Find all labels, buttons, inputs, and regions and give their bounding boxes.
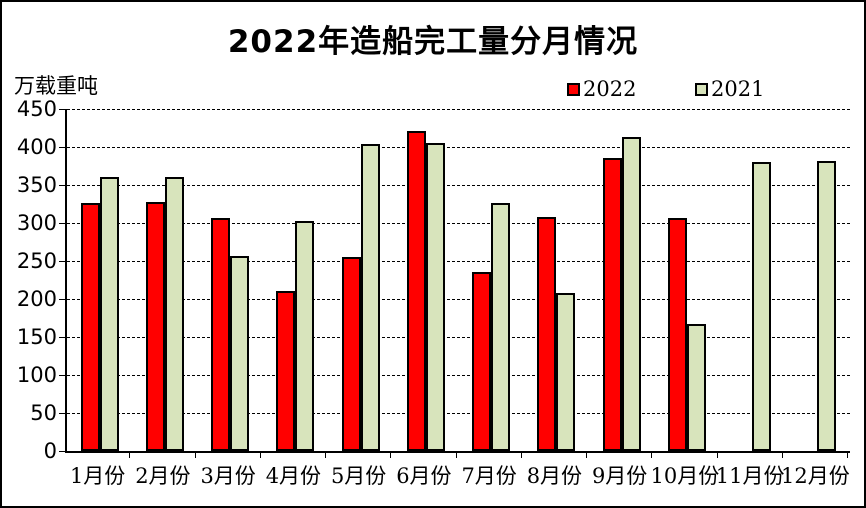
bar-2021-5月份 [360,143,380,451]
y-axis-tick [59,185,65,186]
bar-2021-11月份 [752,162,772,451]
x-axis-tick [847,453,848,458]
x-tick-label-1月份: 1月份 [69,464,126,488]
x-tick-label-9月份: 9月份 [591,464,648,488]
gridline-350 [67,185,850,186]
y-tick-label-100: 100 [16,363,57,387]
y-axis-tick [59,337,65,338]
bar-2021-6月份 [425,143,445,451]
gridline-150 [67,337,850,338]
legend-item-2021: 2021 [695,79,764,100]
bar-2021-10月份 [686,324,706,451]
gridline-200 [67,299,850,300]
x-tick-label-12月份: 12月份 [781,464,850,488]
x-axis-tick [716,453,718,458]
gridline-100 [67,375,850,376]
y-axis-tick [59,375,65,376]
y-tick-label-250: 250 [16,249,57,273]
bar-2021-2月份 [164,177,184,451]
y-axis-tick [59,147,65,148]
gridline-450 [67,109,850,110]
y-tick-label-300: 300 [16,211,57,235]
legend-swatch-2021 [695,83,708,96]
plot-area [65,109,850,453]
x-tick-label-4月份: 4月份 [265,464,322,488]
y-tick-label-150: 150 [16,325,57,349]
x-tick-label-11月份: 11月份 [715,464,785,488]
x-tick-label-5月份: 5月份 [330,464,387,488]
x-axis-tick [586,453,587,458]
gridline-250 [67,261,850,262]
legend-swatch-2022 [567,83,580,96]
bar-2021-7月份 [491,203,511,451]
y-tick-label-200: 200 [16,287,57,311]
bar-2021-4月份 [295,221,315,451]
x-axis-tick [651,453,653,458]
bar-2021-8月份 [556,292,576,451]
bar-2022-5月份 [341,257,361,451]
chart-title: 2022年造船完工量分月情况 [227,24,639,60]
x-tick-label-10月份: 10月份 [650,464,720,488]
y-axis-tick [59,109,65,110]
bar-2022-6月份 [406,131,426,451]
y-tick-label-0: 0 [43,439,57,463]
gridline-50 [67,413,850,414]
bar-2021-1月份 [99,176,119,451]
x-axis-tick [129,453,131,458]
y-axis-tick [59,413,65,414]
y-tick-label-450: 450 [16,97,57,121]
y-axis-tick [59,223,65,224]
bar-2022-9月份 [602,158,622,451]
y-axis-tick [59,451,65,452]
legend-label-2022: 2022 [583,77,637,101]
bar-2022-7月份 [472,272,492,451]
y-tick-label-400: 400 [16,135,57,159]
bar-2021-12月份 [817,161,837,451]
x-axis-tick [390,453,392,458]
x-tick-label-6月份: 6月份 [396,464,452,488]
y-axis-tick [59,261,65,262]
bar-2022-4月份 [276,291,296,451]
x-tick-label-7月份: 7月份 [461,464,517,488]
y-axis-tick [59,299,65,300]
bar-2022-3月份 [211,217,231,451]
x-tick-label-3月份: 3月份 [200,464,256,488]
legend-label-2021: 2021 [711,77,765,101]
bar-2022-10月份 [667,217,687,451]
bar-2022-2月份 [145,202,165,451]
bar-2021-3月份 [230,256,250,451]
x-tick-label-2月份: 2月份 [135,464,191,488]
x-tick-label-8月份: 8月份 [526,464,583,488]
bar-2022-1月份 [80,203,100,451]
legend-item-2022: 2022 [567,79,636,100]
gridline-300 [67,223,850,224]
x-axis-tick [259,453,261,458]
x-axis-tick [781,453,783,458]
x-axis-tick [194,453,196,458]
y-tick-label-50: 50 [30,401,57,425]
gridline-400 [67,147,850,148]
y-tick-label-350: 350 [16,173,57,197]
x-axis-tick [520,453,522,458]
bar-2022-8月份 [537,216,557,451]
x-axis-tick [325,453,326,458]
x-axis-tick [455,453,457,458]
y-axis-unit-label: 万载重吨 [14,74,98,98]
bar-2021-9月份 [621,137,641,451]
